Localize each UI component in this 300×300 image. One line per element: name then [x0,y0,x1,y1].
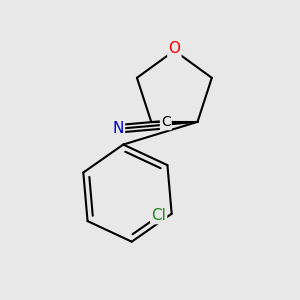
Text: Cl: Cl [151,208,166,223]
Text: O: O [168,41,180,56]
Text: C: C [161,115,171,129]
Text: N: N [112,121,124,136]
